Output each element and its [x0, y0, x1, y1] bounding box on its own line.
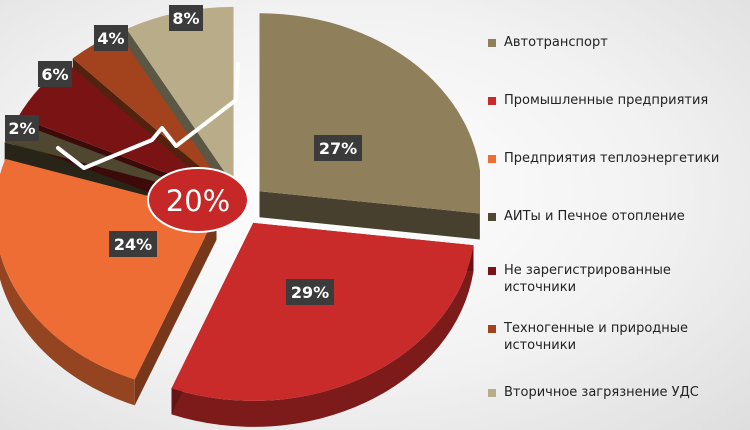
legend-swatch: [488, 267, 496, 275]
legend-label: Вторичное загрязнение УДС: [504, 385, 699, 400]
slice-0: [259, 13, 480, 214]
legend-label: Предприятия теплоэнергетики: [504, 151, 720, 166]
data-label-box-6: [169, 5, 203, 31]
legend-swatch: [488, 39, 496, 47]
slice-side-2: [0, 253, 135, 406]
legend-swatch: [488, 97, 496, 105]
pie-chart: 20% 27% 29% 24% 2% 6% 4% 8%: [0, 5, 480, 427]
data-label-1: 29%: [286, 279, 334, 305]
data-label-text-0: 27%: [319, 139, 357, 158]
data-label-text-6: 8%: [172, 9, 199, 28]
data-label-5: 4%: [94, 25, 128, 51]
annotation-label: 20%: [166, 184, 230, 218]
data-label-text-3: 2%: [8, 119, 35, 138]
data-label-text-2: 24%: [114, 235, 152, 254]
legend-swatch: [488, 325, 496, 333]
slice-5: [72, 32, 225, 189]
legend-item-5: Техногенные и природные источники: [488, 320, 688, 354]
data-label-box-2: [109, 231, 157, 257]
data-label-6: 8%: [169, 5, 203, 31]
slice-1: [171, 222, 474, 401]
slice-6: [126, 6, 234, 185]
data-label-text-4: 6%: [41, 65, 68, 84]
bracket-annotation: [56, 62, 240, 170]
legend-item-4: Не зарегистрированные источники: [488, 262, 671, 296]
data-label-2: 24%: [109, 231, 157, 257]
annotation-ellipse: [147, 167, 249, 233]
legend-item-3: АИТы и Печное отопление: [488, 208, 685, 225]
legend-swatch: [488, 155, 496, 163]
legend-label: Не зарегистрированные источники: [504, 263, 671, 295]
data-label-box-1: [286, 279, 334, 305]
legend-item-0: Автотранспорт: [488, 34, 608, 51]
slice-face-0-1: [259, 191, 480, 240]
slice-face-2-0: [134, 213, 217, 406]
data-label-box-0: [314, 135, 362, 161]
data-label-0: 27%: [314, 135, 362, 161]
data-label-box-4: [38, 61, 72, 87]
data-label-4: 6%: [38, 61, 72, 87]
slice-4: [18, 63, 219, 193]
data-label-box-5: [94, 25, 128, 51]
legend-label: АИТы и Печное отопление: [504, 209, 685, 224]
legend-label: Автотранспорт: [504, 35, 608, 50]
legend-label: Техногенные и природные источники: [504, 321, 689, 353]
legend-item-6: Вторичное загрязнение УДС: [488, 384, 699, 401]
slice-side-1: [171, 245, 474, 427]
annotation-badge: 20%: [147, 167, 249, 233]
data-label-box-3: [5, 115, 39, 141]
data-labels-layer: 27% 29% 24% 2% 6% 4% 8%: [5, 5, 362, 305]
data-label-text-1: 29%: [291, 283, 329, 302]
data-label-3: 2%: [5, 115, 39, 141]
legend-swatch: [488, 213, 496, 221]
data-label-text-5: 4%: [97, 29, 124, 48]
legend-swatch: [488, 389, 496, 397]
legend-item-1: Промышленные предприятия: [488, 92, 708, 109]
legend-item-2: Предприятия теплоэнергетики: [488, 150, 719, 167]
legend-label: Промышленные предприятия: [504, 93, 709, 108]
